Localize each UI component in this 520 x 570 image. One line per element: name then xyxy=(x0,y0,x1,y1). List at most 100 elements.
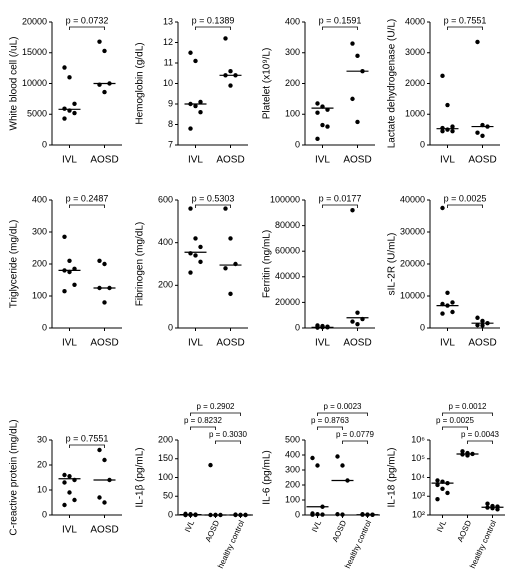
p-value: p = 0.8232 xyxy=(184,416,223,425)
data-point xyxy=(315,512,320,517)
y-axis-label: Hemoglobin (g/dL) xyxy=(135,42,146,124)
data-point xyxy=(435,478,440,483)
y-tick-label: 400 xyxy=(32,194,47,204)
data-point xyxy=(72,110,77,116)
y-tick-label: 30000 xyxy=(400,226,425,236)
data-point xyxy=(440,486,445,491)
x-tick-label: AOSD xyxy=(455,519,473,544)
x-tick-label: IVL xyxy=(310,518,323,533)
y-tick-label: 20000 xyxy=(400,258,425,268)
y-tick-label: 100000 xyxy=(270,194,300,204)
data-point xyxy=(67,474,72,479)
y-tick-label: 200 xyxy=(285,479,300,489)
y-tick-label: 200 xyxy=(285,78,300,88)
y-axis-label: Platelet (x10⁹/L) xyxy=(262,48,273,120)
data-point xyxy=(102,500,107,505)
comparison-bracket xyxy=(317,426,343,430)
x-tick-label: IVL xyxy=(440,338,455,349)
data-point xyxy=(315,463,320,468)
x-tick-label: AOSD xyxy=(90,155,118,166)
x-tick-label: AOSD xyxy=(468,338,496,349)
data-point xyxy=(198,99,203,105)
y-axis-label: IL-6 (pg/mL) xyxy=(262,450,273,504)
x-tick-label: healthy control xyxy=(216,519,246,570)
x-tick-label: AOSD xyxy=(216,155,244,166)
data-point xyxy=(208,462,213,468)
x-tick-label: AOSD xyxy=(90,525,118,536)
y-tick-label: 10³ xyxy=(412,491,425,501)
data-point xyxy=(62,234,67,239)
comparison-bracket xyxy=(69,204,105,208)
x-tick-label: AOSD xyxy=(330,519,348,544)
p-value: p = 0.1591 xyxy=(319,15,362,25)
y-tick-label: 80000 xyxy=(275,220,300,230)
data-point xyxy=(67,75,72,80)
y-tick-label: 8 xyxy=(168,119,173,129)
comparison-bracket xyxy=(215,440,241,444)
data-point xyxy=(320,512,325,517)
y-tick-label: 10 xyxy=(163,78,173,88)
data-point xyxy=(435,496,440,502)
y-tick-label: 50 xyxy=(163,491,173,501)
comparison-bracket xyxy=(190,412,241,416)
comparison-bracket xyxy=(195,26,231,30)
y-tick-label: 100 xyxy=(32,290,47,300)
comparison-bracket xyxy=(195,204,231,208)
data-point xyxy=(315,110,320,115)
data-point xyxy=(480,323,485,328)
y-tick-label: 13 xyxy=(163,16,173,26)
comparison-bracket xyxy=(442,412,493,416)
comparison-bracket xyxy=(190,426,216,430)
x-tick-label: AOSD xyxy=(468,155,496,166)
comparison-bracket xyxy=(317,412,368,416)
x-tick-label: IVL xyxy=(62,525,77,536)
y-tick-label: 0 xyxy=(42,139,47,149)
p-value: p = 0.7551 xyxy=(444,15,487,25)
data-point xyxy=(460,449,465,454)
y-axis-label: Triglyceride (mg/dL) xyxy=(9,220,20,309)
y-axis-label: White blood cell (/uL) xyxy=(9,37,20,131)
data-point xyxy=(223,206,228,211)
y-tick-label: 20000 xyxy=(22,16,47,26)
y-tick-label: 20 xyxy=(37,459,47,469)
comparison-bracket xyxy=(322,26,358,30)
y-tick-label: 11 xyxy=(164,57,173,67)
data-point xyxy=(198,110,203,115)
y-tick-label: 500 xyxy=(285,434,300,444)
y-tick-label: 20000 xyxy=(275,297,300,307)
data-point xyxy=(480,133,485,138)
x-tick-label: IVL xyxy=(62,155,77,166)
data-point xyxy=(475,39,480,45)
x-tick-label: AOSD xyxy=(203,519,221,544)
x-tick-label: IVL xyxy=(183,518,196,533)
data-point xyxy=(475,130,480,135)
data-point xyxy=(72,101,77,106)
y-tick-label: 400 xyxy=(285,16,300,26)
data-point xyxy=(62,472,67,478)
y-tick-label: 0 xyxy=(168,509,173,519)
y-tick-label: 9 xyxy=(168,98,173,108)
y-tick-label: 200 xyxy=(158,434,173,444)
data-point xyxy=(445,102,450,108)
data-point xyxy=(188,126,193,131)
y-tick-label: 40000 xyxy=(400,194,425,204)
x-tick-label: IVL xyxy=(188,338,203,349)
data-point xyxy=(97,39,102,44)
data-point xyxy=(355,119,360,125)
p-value: p = 0.0025 xyxy=(436,416,475,425)
x-tick-label: AOSD xyxy=(343,338,371,349)
data-point xyxy=(62,480,67,485)
y-tick-label: 200 xyxy=(32,258,47,268)
p-value: p = 0.2487 xyxy=(66,193,109,203)
data-point xyxy=(228,291,233,297)
data-point xyxy=(198,259,203,265)
p-value: p = 0.0025 xyxy=(444,193,487,203)
data-point xyxy=(355,321,360,327)
x-tick-label: IVL xyxy=(315,155,330,166)
p-value: p = 0.0012 xyxy=(448,402,487,411)
data-point xyxy=(188,206,193,211)
comparison-bracket xyxy=(322,204,358,208)
data-point xyxy=(350,41,355,46)
y-tick-label: 10 xyxy=(37,484,47,494)
y-tick-label: 15000 xyxy=(22,47,47,57)
